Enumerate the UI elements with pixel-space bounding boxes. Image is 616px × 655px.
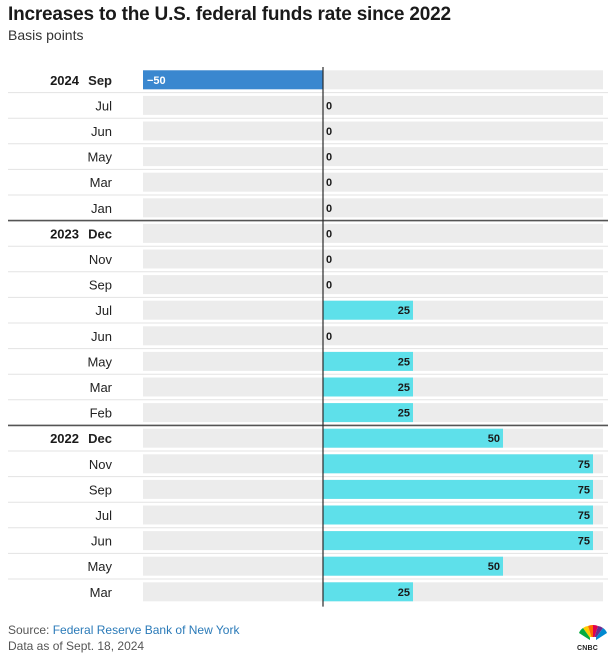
data-label: −50: [147, 75, 166, 87]
data-label: 25: [398, 305, 410, 317]
month-label: Jul: [95, 98, 112, 113]
bar: [323, 351, 413, 371]
bar: [323, 300, 413, 320]
bar: [323, 428, 503, 448]
bar-track: [143, 326, 603, 346]
source-label: Source:: [8, 623, 53, 637]
year-label: 2022: [50, 431, 79, 446]
data-date-note: Data as of Sept. 18, 2024: [8, 639, 145, 653]
month-label: Jun: [91, 534, 112, 549]
data-label: 0: [326, 152, 332, 164]
year-label: 2024: [50, 73, 80, 88]
bar: [323, 531, 593, 551]
month-label: Mar: [90, 175, 113, 190]
bar-track: [143, 249, 603, 269]
bar: [323, 505, 593, 525]
month-label: Sep: [89, 482, 112, 497]
bar-track: [143, 121, 603, 141]
month-label: Sep: [89, 278, 112, 293]
month-label: Jan: [91, 201, 112, 216]
bar: [323, 377, 413, 397]
peacock-icon: [579, 624, 607, 643]
month-label: Jun: [91, 329, 112, 344]
data-label: 50: [488, 433, 500, 445]
month-label: Jun: [91, 124, 112, 139]
month-label: May: [87, 150, 112, 165]
bar-track: [143, 223, 603, 243]
bar: [323, 454, 593, 474]
bar: [323, 556, 503, 576]
data-label: 0: [326, 280, 332, 292]
data-label: 25: [398, 356, 410, 368]
source-line: Source: Federal Reserve Bank of New York: [8, 623, 239, 637]
month-label: Dec: [88, 226, 112, 241]
bar-track: [143, 275, 603, 295]
month-label: Mar: [90, 380, 113, 395]
month-label: May: [87, 559, 112, 574]
data-label: 0: [326, 228, 332, 240]
bar: [143, 70, 323, 90]
data-label: 0: [326, 126, 332, 138]
bar-track: [143, 95, 603, 115]
data-label: 0: [326, 100, 332, 112]
month-label: Nov: [89, 252, 113, 267]
bar: [323, 479, 593, 499]
data-label: 25: [398, 382, 410, 394]
month-label: Jul: [95, 508, 112, 523]
month-label: Nov: [89, 457, 113, 472]
data-label: 25: [398, 408, 410, 420]
month-label: Dec: [88, 431, 112, 446]
month-label: Feb: [90, 406, 112, 421]
year-label: 2023: [50, 226, 79, 241]
data-label: 75: [578, 484, 590, 496]
bar-track: [143, 147, 603, 167]
month-label: Jul: [95, 303, 112, 318]
data-label: 0: [326, 203, 332, 215]
bar-track: [143, 198, 603, 218]
bar: [323, 403, 413, 423]
data-label: 75: [578, 536, 590, 548]
month-label: Sep: [88, 73, 112, 88]
data-label: 0: [326, 331, 332, 343]
month-label: Mar: [90, 585, 113, 600]
data-label: 0: [326, 254, 332, 266]
chart-subtitle: Basis points: [8, 27, 84, 43]
data-label: 50: [488, 561, 500, 573]
bar-chart: −50 Sep 2024 0 Jul 0 Jun 0 May 0 Mar 0 Jan 0 Dec 2023 0 N…: [8, 67, 608, 607]
source-link[interactable]: Federal Reserve Bank of New York: [52, 623, 240, 637]
chart-title: Increases to the U.S. federal funds rate…: [8, 4, 451, 25]
bar: [323, 582, 413, 602]
data-label: 0: [326, 177, 332, 189]
data-label: 75: [578, 459, 590, 471]
month-label: May: [87, 354, 112, 369]
data-label: 25: [398, 587, 410, 599]
bar-track: [143, 172, 603, 192]
logo-wordmark: CNBC: [577, 645, 599, 652]
data-label: 75: [578, 510, 590, 522]
